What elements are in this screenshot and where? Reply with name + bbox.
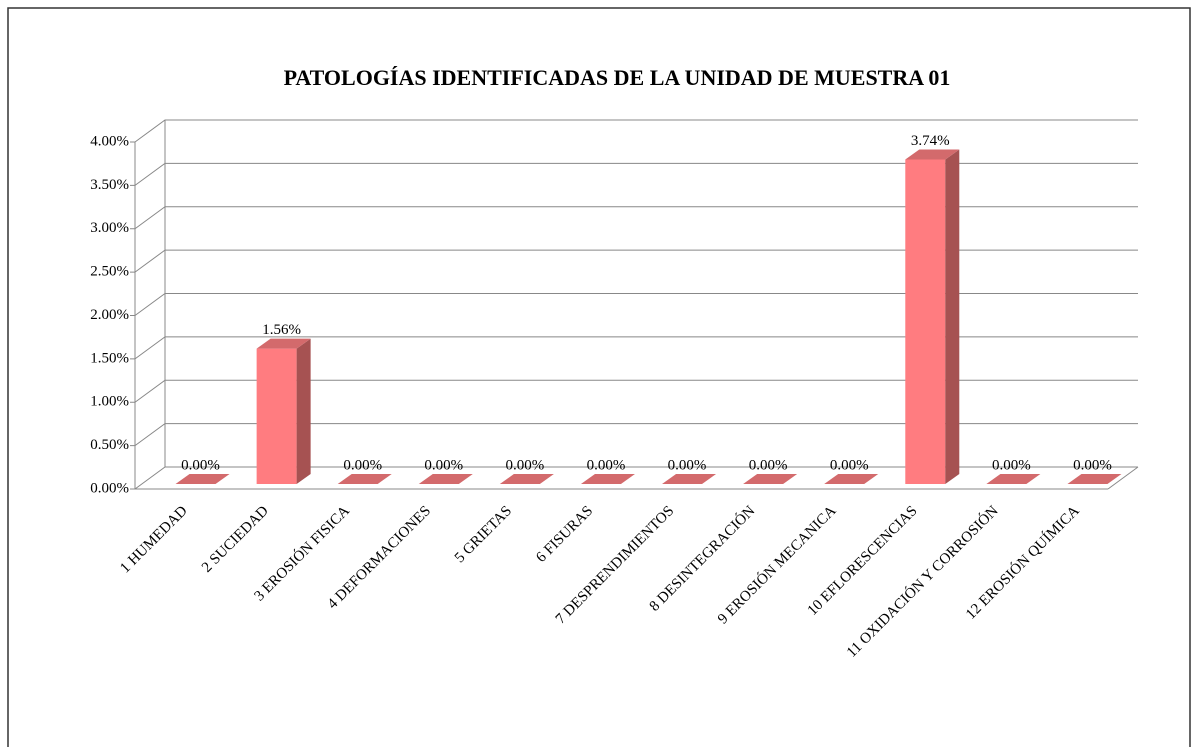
grid-line [134, 293, 1138, 316]
value-label: 0.00% [992, 457, 1031, 473]
bar [1067, 474, 1122, 484]
bar-top [337, 474, 392, 484]
bar [905, 149, 960, 484]
bar [662, 474, 717, 484]
grid-line [134, 249, 1138, 273]
bar-top [1067, 474, 1122, 484]
value-label: 0.00% [749, 457, 788, 473]
bar-top [418, 474, 473, 484]
bar [580, 474, 635, 484]
value-label: 0.00% [830, 457, 869, 473]
value-label: 0.00% [181, 457, 220, 473]
bar-top [905, 149, 960, 160]
grid-line [134, 119, 1138, 143]
bar [337, 474, 392, 484]
y-tick-label: 4.00% [90, 133, 129, 149]
y-tick-label: 3.00% [90, 220, 129, 236]
value-label: 0.00% [587, 457, 626, 473]
bar [986, 474, 1041, 484]
x-tick-label: 5 GRIETAS [452, 503, 515, 566]
y-tick-label: 1.00% [90, 394, 129, 410]
bar-front [905, 159, 946, 484]
y-tick-label: 2.00% [90, 307, 129, 323]
x-tick-label: 6 FISURAS [533, 503, 596, 566]
y-tick-label: 1.50% [90, 350, 129, 366]
y-tick-label: 0.50% [90, 437, 129, 453]
grid-line [134, 162, 1138, 186]
bar [418, 474, 473, 484]
bar-top [499, 474, 554, 484]
value-label: 0.00% [424, 457, 463, 473]
bar-top [824, 474, 879, 484]
grid-line [134, 466, 1138, 490]
value-label: 3.74% [911, 133, 950, 149]
bar [743, 474, 798, 484]
bar [175, 474, 230, 484]
bar-top [662, 474, 717, 484]
grid-line [134, 423, 1138, 447]
value-label: 0.00% [668, 457, 707, 473]
bar-top [580, 474, 635, 484]
bar-side [296, 338, 311, 484]
y-tick-label: 2.50% [90, 264, 129, 280]
value-label: 0.00% [343, 457, 382, 473]
grid-line [134, 206, 1138, 230]
grid-line [134, 379, 1138, 403]
grid-line [134, 336, 1138, 360]
frame [7, 7, 1191, 747]
y-tick-label: 3.50% [90, 177, 129, 193]
value-label: 1.56% [262, 322, 301, 338]
x-tick-label: 2 SUCIEDAD [199, 503, 272, 576]
value-label: 0.00% [1073, 457, 1112, 473]
bar-top [256, 338, 311, 349]
x-tick-label: 1 HUMEDAD [117, 503, 191, 577]
bar-top [175, 474, 230, 484]
bar [256, 338, 311, 484]
chart-title: PATOLOGÍAS IDENTIFICADAS DE LA UNIDAD DE… [284, 65, 951, 90]
bar [499, 474, 554, 484]
value-label: 0.00% [506, 457, 545, 473]
axis-line [1107, 466, 1139, 490]
bar-front [256, 348, 297, 484]
bar-top [743, 474, 798, 484]
bar-top [986, 474, 1041, 484]
bar [824, 474, 879, 484]
y-tick-label: 0.00% [90, 480, 129, 496]
x-tick-label: 11 OXIDACIÓN Y CORROSIÓN [843, 502, 1002, 661]
bar-side [945, 149, 960, 484]
